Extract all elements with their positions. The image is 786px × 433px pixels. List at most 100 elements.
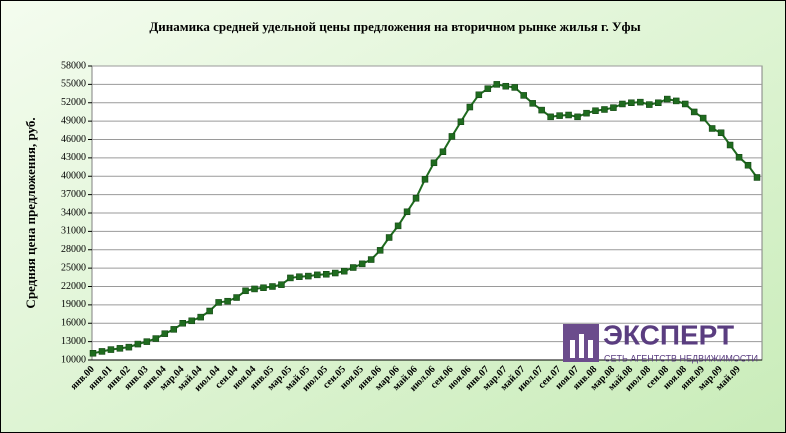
y-tick-label: 49000: [61, 115, 86, 126]
point: [152, 335, 160, 342]
point: [376, 247, 384, 254]
logo-icon-bar: [570, 340, 575, 358]
point: [251, 285, 258, 293]
point: [296, 273, 303, 280]
point: [233, 294, 240, 301]
point: [610, 104, 617, 111]
y-tick-label: 40000: [61, 171, 86, 182]
point: [681, 100, 689, 108]
point: [278, 281, 285, 288]
point: [529, 100, 536, 107]
y-tick-label: 43000: [61, 152, 86, 163]
point: [305, 272, 312, 280]
y-tick-label: 28000: [61, 244, 86, 255]
point: [224, 297, 231, 305]
point: [475, 91, 483, 99]
point: [556, 112, 563, 119]
point: [708, 125, 716, 132]
point: [547, 113, 554, 121]
logo-tagline: СЕТЬ АГЕНТСТВ НЕДВИЖИМОСТИ: [604, 353, 758, 363]
point: [107, 346, 115, 353]
point: [466, 103, 474, 111]
y-tick-label: 58000: [61, 60, 86, 71]
y-tick-label: 46000: [61, 134, 86, 145]
point: [197, 313, 204, 321]
point: [215, 299, 222, 306]
point: [161, 330, 169, 337]
point: [502, 82, 510, 90]
y-tick-label: 25000: [61, 262, 86, 273]
point: [637, 98, 644, 106]
y-tick-label: 55000: [61, 79, 86, 90]
point: [664, 95, 671, 103]
point: [744, 161, 752, 169]
point: [125, 343, 133, 351]
point: [188, 317, 195, 325]
point: [699, 114, 707, 122]
point: [179, 320, 186, 327]
point: [98, 348, 106, 355]
point: [672, 97, 680, 105]
point: [134, 340, 142, 348]
point: [349, 264, 357, 271]
logo-icon-bar: [588, 340, 593, 358]
point: [484, 85, 492, 92]
point: [314, 271, 321, 279]
y-tick-label: 13000: [61, 336, 86, 347]
point: [143, 338, 151, 345]
point: [421, 176, 429, 183]
y-tick-label: 22000: [61, 281, 86, 292]
point: [565, 111, 572, 119]
point: [439, 148, 447, 155]
point: [457, 118, 465, 125]
point: [520, 92, 527, 99]
point: [260, 284, 267, 291]
point: [726, 141, 734, 149]
point: [646, 101, 653, 108]
logo-name: ЭКСПЕРТ: [603, 319, 734, 350]
point: [358, 260, 366, 268]
chart-title: Динамика средней удельной цены предложен…: [149, 19, 640, 34]
point: [430, 159, 438, 167]
y-axis-label: Средняя цена предложения, руб.: [23, 117, 38, 308]
y-tick-label: 34000: [61, 207, 86, 218]
point: [583, 109, 590, 117]
point: [628, 99, 635, 106]
point: [287, 274, 294, 282]
point: [592, 107, 599, 114]
point: [332, 269, 339, 277]
point: [206, 307, 213, 315]
point: [340, 267, 348, 275]
point: [717, 129, 725, 137]
point: [323, 271, 330, 278]
point: [269, 283, 276, 290]
point: [394, 222, 402, 230]
y-tick-label: 52000: [61, 97, 86, 108]
y-tick-label: 31000: [61, 226, 86, 237]
point: [367, 256, 375, 263]
point: [493, 81, 501, 88]
y-tick-label: 19000: [61, 299, 86, 310]
point: [170, 326, 178, 333]
point: [412, 195, 420, 202]
point: [538, 106, 545, 114]
point: [601, 106, 608, 113]
y-tick-label: 16000: [61, 318, 86, 329]
logo: ЭКСПЕРТ СЕТЬ АГЕНТСТВ НЕДВИЖИМОСТИ: [563, 319, 758, 363]
point: [574, 113, 581, 121]
point: [690, 108, 698, 116]
point: [511, 84, 518, 91]
point: [619, 100, 626, 108]
point: [735, 154, 743, 161]
point: [116, 345, 124, 352]
point: [448, 133, 456, 140]
point: [385, 234, 393, 241]
point: [655, 99, 662, 106]
y-tick-label: 37000: [61, 189, 86, 200]
point: [403, 208, 411, 216]
y-tick-label: 10000: [61, 354, 86, 365]
point: [242, 287, 249, 295]
logo-icon-bar: [579, 334, 584, 358]
point: [89, 350, 97, 357]
